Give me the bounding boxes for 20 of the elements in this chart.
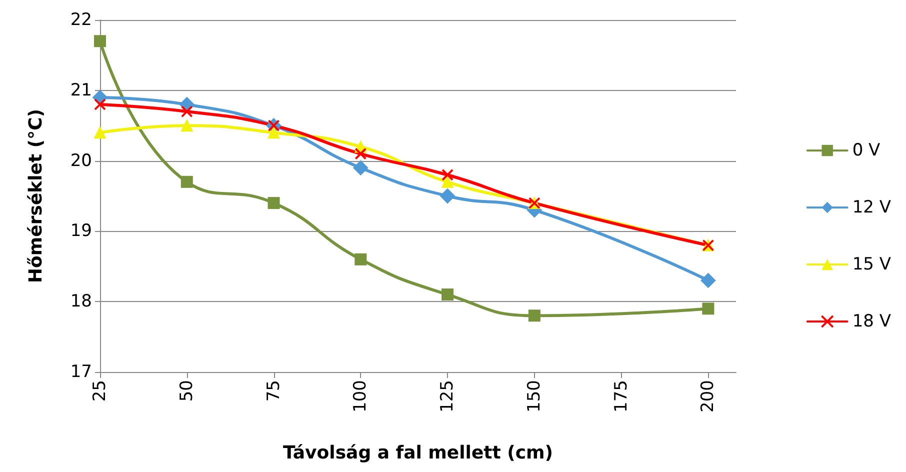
y-axis-title: Hőmérséklet (°C): [26, 108, 46, 284]
x-axis-title: Távolság a fal mellett (cm): [282, 442, 554, 464]
x-tick-label: 125: [438, 380, 458, 412]
y-tick-label: 19: [70, 221, 92, 242]
legend-label: 18 V: [852, 312, 892, 332]
legend-label: 0 V: [852, 140, 881, 160]
y-tick-label: 20: [70, 150, 92, 171]
legend-label: 15 V: [852, 254, 892, 274]
x-tick-label: 175: [611, 380, 632, 412]
x-tick-label: 50: [176, 380, 197, 402]
y-tick-label: 17: [70, 362, 92, 382]
x-tick-label: 100: [350, 380, 371, 412]
x-tick-label: 75: [264, 380, 284, 402]
x-tick-label: 25: [90, 380, 110, 402]
legend-label: 12 V: [852, 198, 892, 218]
x-tick-label: 150: [524, 380, 544, 412]
x-tick-label: 200: [698, 380, 718, 412]
y-tick-label: 18: [70, 292, 92, 312]
y-tick-label: 21: [70, 80, 92, 100]
y-tick-label: 22: [70, 10, 92, 30]
